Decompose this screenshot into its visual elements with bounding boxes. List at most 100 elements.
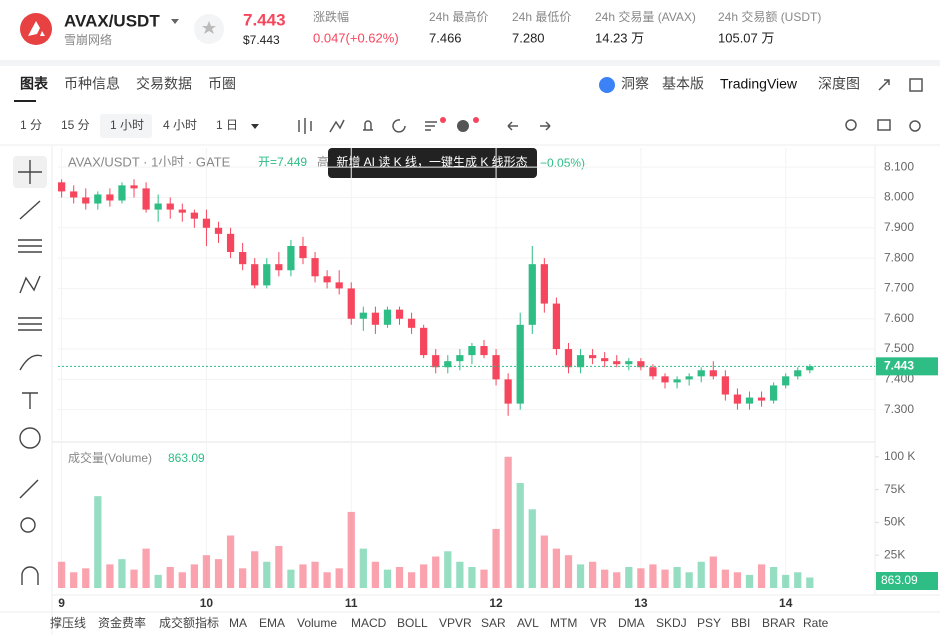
y-tick-label: 100 K: [884, 449, 915, 463]
search-icon[interactable]: [845, 119, 857, 131]
indicator[interactable]: 成交额指标: [159, 615, 219, 630]
indicator[interactable]: BOLL: [397, 616, 428, 630]
zoom-tool[interactable]: [20, 517, 36, 533]
volume-bar: [637, 568, 645, 588]
indicator-icon[interactable]: [329, 119, 345, 133]
symbol: AVAX/USDT: [64, 11, 160, 30]
new-dot: [440, 117, 446, 123]
settings-icon[interactable]: [909, 120, 921, 132]
indicator[interactable]: SKDJ: [656, 616, 687, 630]
interval[interactable]: 4 小时: [163, 118, 197, 132]
candle-body: [757, 397, 766, 401]
view-option[interactable]: 深度图: [818, 76, 860, 92]
interval[interactable]: 1 分: [20, 118, 42, 132]
view-option[interactable]: 基本版: [662, 76, 704, 92]
indicator[interactable]: DMA: [618, 616, 645, 630]
stat-value: 14.23 万: [595, 30, 644, 45]
volume-bar: [214, 559, 223, 588]
volume-bar: [82, 568, 90, 588]
candle-body: [504, 379, 512, 404]
brush-tool[interactable]: [19, 354, 43, 371]
ai-icon[interactable]: [425, 121, 437, 131]
add-icon[interactable]: [457, 120, 469, 132]
coin-name: 雪崩网络: [64, 32, 112, 47]
view-option[interactable]: TradingView: [720, 76, 798, 92]
indicator[interactable]: Rate: [803, 616, 829, 630]
tab[interactable]: 币种信息: [64, 76, 120, 92]
last-price-label: 7.443: [884, 359, 914, 373]
candle-body: [287, 245, 295, 271]
indicator[interactable]: VPVR: [439, 616, 472, 630]
expand-icon[interactable]: [878, 79, 890, 91]
active-interval: [100, 114, 152, 138]
new-dot: [473, 117, 479, 123]
crosshair-tool[interactable]: [18, 160, 42, 184]
candle-body: [625, 361, 633, 365]
text-tool[interactable]: [22, 392, 38, 409]
volume-bar: [275, 546, 283, 588]
volume-bar: [263, 561, 271, 588]
indicator[interactable]: BBI: [731, 616, 750, 630]
volume-bar: [685, 572, 693, 588]
active-tab-underline: [14, 100, 36, 102]
indicator[interactable]: VR: [590, 616, 607, 630]
candle-body: [540, 264, 548, 304]
emoji-tool[interactable]: [19, 427, 41, 449]
volume-legend: 成交量(Volume): [68, 450, 152, 465]
last-price-tag: [876, 357, 938, 376]
interval[interactable]: 15 分: [61, 118, 90, 132]
y-tick-label: 7.700: [884, 281, 914, 295]
indicator[interactable]: MTM: [550, 616, 577, 630]
indicator[interactable]: 撑压线: [50, 615, 86, 630]
alert-icon[interactable]: [363, 120, 373, 131]
fib-tool[interactable]: [18, 317, 42, 331]
tab[interactable]: 图表: [20, 76, 49, 92]
tooltip: 新增 AI 读 K 线，一键生成 K 线形态: [336, 154, 527, 169]
volume-bar: [794, 572, 802, 588]
volume-bar: [673, 567, 681, 588]
x-tick-label: 10: [200, 596, 214, 610]
indicator[interactable]: AVL: [517, 616, 539, 630]
indicator[interactable]: 资金费率: [98, 615, 146, 630]
interval[interactable]: 1 小时: [110, 118, 144, 132]
pattern-tool[interactable]: [19, 275, 41, 294]
x-tick-label: 14: [779, 596, 793, 610]
interval-dropdown[interactable]: [251, 124, 259, 129]
indicator[interactable]: EMA: [259, 616, 285, 630]
volume-bar: [287, 569, 295, 588]
undo-icon[interactable]: [507, 121, 518, 131]
indicator[interactable]: Volume: [297, 616, 337, 630]
candle-type-icon[interactable]: [298, 118, 312, 134]
candle-body: [516, 324, 524, 404]
replay-icon[interactable]: [392, 119, 406, 133]
view-option[interactable]: 洞察: [621, 76, 649, 92]
indicator[interactable]: BRAR: [762, 616, 796, 630]
indicator[interactable]: PSY: [697, 616, 721, 630]
channel-tool[interactable]: [18, 239, 42, 253]
line-tool[interactable]: [19, 200, 41, 220]
interval[interactable]: 1 日: [216, 118, 238, 132]
redo-icon[interactable]: [540, 121, 551, 131]
magnet-tool[interactable]: [21, 566, 39, 585]
indicator[interactable]: MACD: [351, 616, 387, 630]
candle-body: [407, 318, 416, 328]
symbol-dropdown[interactable]: [171, 19, 179, 24]
volume-bar: [395, 567, 404, 588]
tab[interactable]: 币圈: [208, 76, 236, 92]
tab[interactable]: 交易数据: [136, 76, 192, 92]
indicator[interactable]: MA: [229, 616, 247, 630]
y-tick-label: 7.800: [884, 250, 914, 264]
volume-bar: [721, 569, 729, 588]
candle-body: [106, 194, 114, 201]
camera-icon[interactable]: [877, 119, 891, 131]
measure-tool[interactable]: [19, 479, 39, 499]
volume-bar: [564, 555, 573, 588]
candle-body: [299, 245, 307, 259]
candle-body: [275, 264, 283, 271]
volume-bar: [733, 572, 742, 588]
stat-label: 24h 最低价: [512, 10, 571, 24]
candle-body: [770, 385, 778, 401]
y-tick-label: 25K: [884, 547, 905, 561]
window-icon[interactable]: [909, 78, 923, 92]
indicator[interactable]: SAR: [481, 616, 506, 630]
